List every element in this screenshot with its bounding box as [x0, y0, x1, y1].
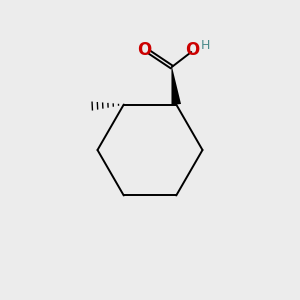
- Polygon shape: [172, 67, 181, 105]
- Text: H: H: [201, 39, 210, 52]
- Text: O: O: [186, 40, 200, 58]
- Text: O: O: [137, 40, 151, 58]
